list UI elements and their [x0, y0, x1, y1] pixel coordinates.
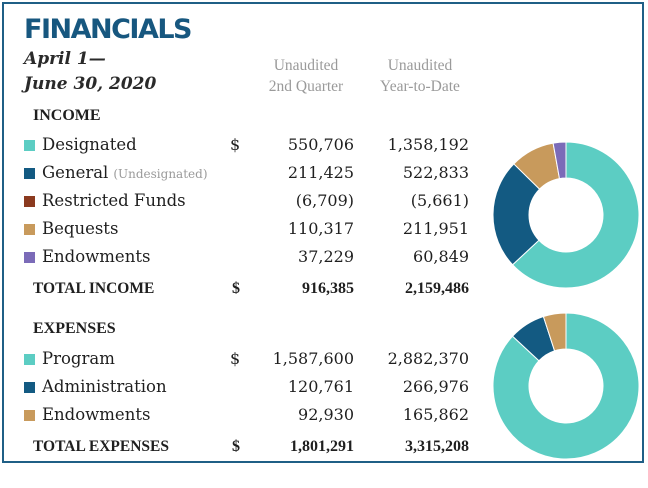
expenses-q2-program: 1,587,600: [272, 349, 354, 368]
column-header-q2-line1: Unaudited: [273, 57, 339, 74]
income-ytd-restricted-funds: (5,661): [410, 191, 469, 210]
income-heading: INCOME: [33, 107, 101, 124]
income-label-general: General (Undesignated): [42, 161, 208, 186]
expenses-total-label: TOTAL EXPENSES: [33, 438, 169, 455]
expenses-swatch-program: [24, 354, 35, 365]
income-label-note-general: (Undesignated): [113, 167, 208, 181]
expenses-ytd-program: 2,882,370: [387, 349, 469, 368]
expenses-label-program: Program: [42, 347, 115, 371]
income-label-bequests: Bequests: [42, 217, 118, 241]
income-label-endowments: Endowments: [42, 245, 150, 269]
financials-frame: [2, 2, 644, 463]
period-end: June 30, 2020: [24, 74, 157, 94]
income-row-designated: Designated $550,706 1,358,192: [0, 133, 648, 157]
income-label-text-endowments: Endowments: [42, 247, 151, 266]
expenses-label-text-administration: Administration: [42, 377, 167, 396]
income-ytd-designated: 1,358,192: [387, 135, 469, 154]
income-q2-restricted-funds: (6,709): [295, 191, 354, 210]
expenses-row-program: Program $1,587,600 2,882,370: [0, 347, 648, 371]
expenses-label-endowments: Endowments: [42, 403, 150, 427]
expenses-ytd-endowments: 165,862: [402, 405, 469, 424]
income-q2-designated: 550,706: [287, 135, 354, 154]
column-header-ytd-line1: Unaudited: [387, 57, 453, 74]
income-swatch-designated: [24, 140, 35, 151]
expenses-currency-program: $: [230, 349, 241, 368]
income-row-bequests: Bequests 110,317 211,951: [0, 217, 648, 241]
income-label-restricted-funds: Restricted Funds: [42, 189, 186, 213]
income-total-q2: 916,385: [302, 280, 354, 297]
expenses-label-text-program: Program: [42, 349, 115, 368]
expenses-total-q2: 1,801,291: [290, 438, 354, 455]
expenses-total-ytd: 3,315,208: [405, 438, 469, 455]
income-total-currency: $: [232, 280, 240, 297]
expenses-row-administration: Administration 120,761 266,976: [0, 375, 648, 399]
income-ytd-general: 522,833: [402, 163, 469, 182]
income-slice-endowments: [552, 141, 567, 180]
income-swatch-restricted-funds: [24, 196, 35, 207]
period-start: April 1—: [24, 49, 106, 69]
income-q2-general: 211,425: [287, 163, 354, 182]
column-header-ytd: Unaudited Year-to-Date: [368, 55, 472, 97]
income-slice-designated: [511, 141, 640, 289]
income-ytd-endowments: 60,849: [413, 247, 469, 266]
income-label-text-restricted-funds: Restricted Funds: [42, 191, 186, 210]
income-swatch-endowments: [24, 252, 35, 263]
expenses-heading: EXPENSES: [33, 320, 116, 337]
income-label-text-designated: Designated: [42, 135, 137, 154]
income-swatch-bequests: [24, 224, 35, 235]
expenses-swatch-endowments: [24, 410, 35, 421]
income-row-endowments: Endowments 37,229 60,849: [0, 245, 648, 269]
expenses-total-row: TOTAL EXPENSES $ 1,801,291 3,315,208: [0, 435, 648, 459]
expenses-slice-endowments: [542, 312, 567, 352]
expenses-q2-endowments: 92,930: [298, 405, 354, 424]
income-label-text-bequests: Bequests: [42, 219, 119, 238]
income-label-text-general: General: [42, 163, 109, 182]
expenses-label-administration: Administration: [42, 375, 167, 399]
income-total-ytd: 2,159,486: [405, 280, 469, 297]
page-title: FINANCIALS: [24, 14, 193, 45]
income-donut-chart: [492, 141, 640, 289]
income-row-restricted-funds: Restricted Funds (6,709) (5,661): [0, 189, 648, 213]
income-ytd-bequests: 211,951: [402, 219, 469, 238]
income-label-designated: Designated: [42, 133, 137, 157]
income-swatch-general: [24, 168, 35, 179]
income-total-label: TOTAL INCOME: [33, 280, 155, 297]
expenses-label-text-endowments: Endowments: [42, 405, 151, 424]
income-currency-designated: $: [230, 135, 241, 154]
expenses-slice-program: [492, 312, 640, 460]
column-header-q2: Unaudited 2nd Quarter: [254, 55, 358, 97]
expenses-ytd-administration: 266,976: [402, 377, 469, 396]
column-header-ytd-line2: Year-to-Date: [380, 78, 460, 95]
column-header-q2-line2: 2nd Quarter: [268, 78, 344, 95]
income-total-row: TOTAL INCOME $ 916,385 2,159,486: [0, 277, 648, 301]
income-q2-bequests: 110,317: [287, 219, 354, 238]
income-row-general: General (Undesignated) 211,425 522,833: [0, 161, 648, 185]
expenses-row-endowments: Endowments 92,930 165,862: [0, 403, 648, 427]
expenses-donut-chart: [492, 312, 640, 460]
income-q2-endowments: 37,229: [298, 247, 354, 266]
expenses-swatch-administration: [24, 382, 35, 393]
expenses-q2-administration: 120,761: [287, 377, 354, 396]
expenses-total-currency: $: [232, 438, 240, 455]
